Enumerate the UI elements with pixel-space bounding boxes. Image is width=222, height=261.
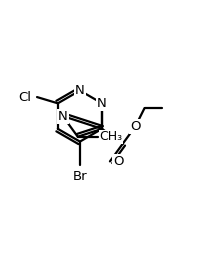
Text: N: N [58,110,68,123]
Text: Cl: Cl [18,91,32,104]
Text: CH₃: CH₃ [99,130,122,143]
Text: N: N [97,97,107,110]
Text: O: O [113,155,124,168]
Text: Br: Br [73,170,87,183]
Text: N: N [75,84,85,97]
Text: O: O [130,120,141,133]
